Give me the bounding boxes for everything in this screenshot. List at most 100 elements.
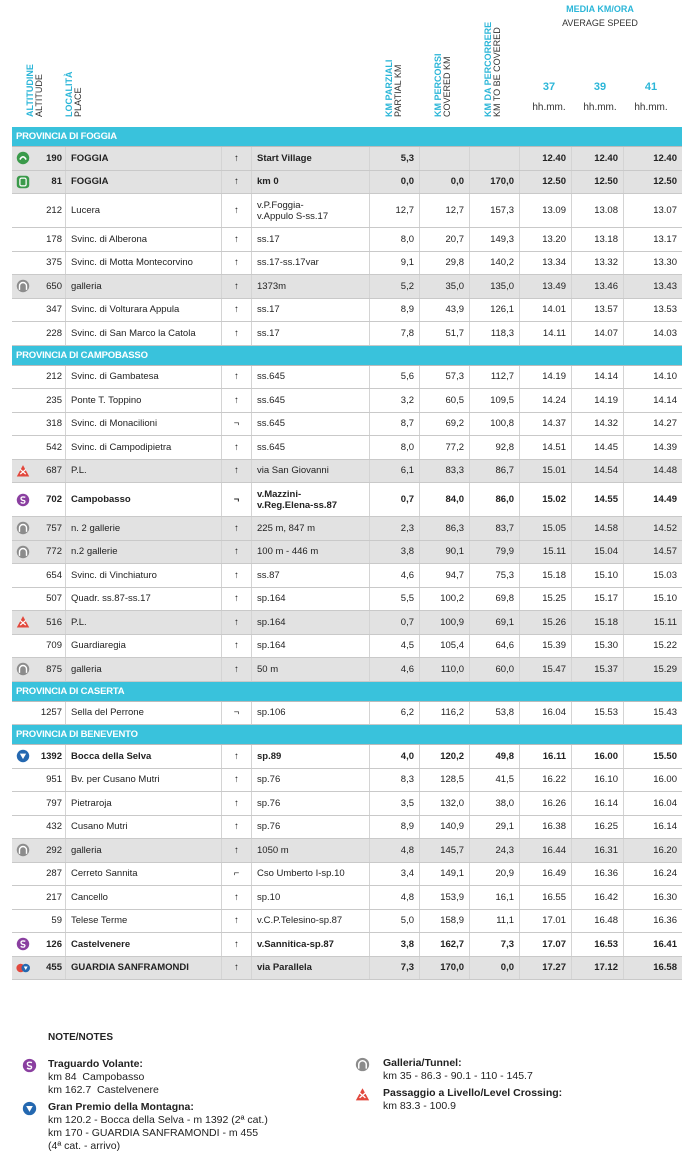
- km-value: 5,6: [370, 365, 420, 388]
- time: 12.40: [572, 147, 624, 170]
- time: 14.57: [653, 546, 677, 558]
- column-title: ALTITUDINE: [25, 64, 35, 117]
- cell: [12, 413, 34, 436]
- km-value: 2,3: [370, 517, 420, 540]
- icon: [16, 280, 30, 293]
- time: 16.53: [572, 933, 624, 956]
- km-value: 162,7: [420, 933, 470, 956]
- km-value: 16,1: [470, 886, 520, 909]
- km-value: 35,0: [420, 275, 470, 298]
- altitude: 212: [34, 194, 66, 227]
- km-value: 92,8: [470, 436, 520, 459]
- time: 14.07: [572, 322, 624, 345]
- cell: [12, 147, 34, 170]
- place: GUARDIA SANFRAMONDI: [66, 956, 222, 979]
- column-subtitle: COVERED KM: [442, 56, 452, 117]
- place: Lucera: [66, 194, 222, 227]
- altitude: 178: [34, 228, 66, 251]
- road: via Parallela: [252, 956, 370, 979]
- place: Telese Terme: [66, 909, 222, 932]
- km-value: 12,7: [370, 194, 420, 227]
- table-row: 178 Svinc. di Alberona ↑ ss.17 8,0 20,7 149,3 1…: [12, 228, 682, 252]
- altitude: 951: [34, 768, 66, 791]
- time: 14.11: [520, 322, 572, 345]
- km-value: 5,0: [370, 909, 420, 932]
- road: 1050 m: [252, 839, 370, 862]
- km-value: 29,8: [420, 251, 470, 274]
- altitude: 757: [34, 517, 66, 540]
- table-row: 318 Svinc. di Monacilioni ¬ ss.645 8,7 69,2 10…: [12, 412, 682, 436]
- time: 13.32: [572, 251, 624, 274]
- time: 15.37: [572, 658, 624, 681]
- place: FOGGIA: [66, 170, 222, 193]
- direction: ↑: [222, 745, 252, 768]
- km-value: 5,2: [370, 275, 420, 298]
- time: 13.43: [653, 280, 677, 292]
- km-value: 8,7: [370, 412, 420, 435]
- km-value: 69,2: [420, 412, 470, 435]
- place: Cancello: [66, 886, 222, 909]
- road: ss.17: [252, 322, 370, 345]
- icon-shape: [26, 1106, 33, 1112]
- km-value: 11,1: [470, 909, 520, 932]
- speed-value: 39: [594, 81, 606, 93]
- altitude: 542: [34, 436, 66, 459]
- km-value: 49,8: [470, 745, 520, 768]
- altitude: 455: [34, 956, 66, 979]
- place: P.L.: [66, 611, 222, 634]
- icon: [22, 1058, 37, 1073]
- section-title: PROVINCIA DI CASERTA: [12, 681, 682, 702]
- road: 100 m - 446 m: [252, 540, 370, 563]
- road: sp.164: [252, 634, 370, 657]
- cell: [12, 483, 34, 516]
- altitude: 59: [34, 909, 66, 932]
- road: Start Village: [252, 147, 370, 170]
- cell: [12, 194, 34, 227]
- road: sp.164: [252, 611, 370, 634]
- km-value: 170,0: [470, 170, 520, 193]
- time: 15.02: [520, 483, 572, 516]
- time: 16.00: [572, 745, 624, 768]
- time: 15.39: [520, 634, 572, 657]
- time: 14.01: [520, 298, 572, 321]
- km-value: 128,5: [420, 768, 470, 791]
- time: 13.20: [520, 228, 572, 251]
- km-value: 43,9: [420, 298, 470, 321]
- table-row: 772 n.2 gallerie ↑ 100 m - 446 m 3,8 90,1 79,9…: [12, 540, 682, 564]
- time: 15.53: [572, 701, 624, 724]
- km-value: 0,0: [420, 170, 470, 193]
- icon: [16, 663, 30, 676]
- table: PROVINCIA DI FOGGIA 190 FOGGIA ↑ Start Villa…: [12, 127, 682, 980]
- km-value: 51,7: [420, 322, 470, 345]
- place: galleria: [66, 658, 222, 681]
- km-value: 53,8: [470, 701, 520, 724]
- road: ss.645: [252, 389, 370, 412]
- icon: [16, 963, 30, 973]
- place: Svinc. di Alberona: [66, 228, 222, 251]
- place: Guardiaregia: [66, 634, 222, 657]
- km-value: 7,3: [370, 956, 420, 979]
- cell: [12, 957, 34, 980]
- table-row: 1257 Sella del Perrone ¬ sp.106 6,2 116,2 53,8…: [12, 701, 682, 725]
- km-value: 24,3: [470, 839, 520, 862]
- time: 16.04: [653, 797, 677, 809]
- road: km 0: [252, 170, 370, 193]
- note-icon: [22, 1101, 37, 1121]
- road: sp.76: [252, 792, 370, 815]
- altitude: 507: [34, 587, 66, 610]
- time: 13.34: [520, 251, 572, 274]
- table-row: 228 Svinc. di San Marco la Catola ↑ ss.17 7,…: [12, 322, 682, 346]
- cell: [12, 366, 34, 389]
- direction: ↑: [222, 815, 252, 838]
- km-value: 118,3: [470, 322, 520, 345]
- column-subtitle: ALTITUDE: [34, 74, 44, 117]
- direction: ↑: [222, 768, 252, 791]
- icon-shape: [18, 282, 28, 291]
- direction: ↑: [222, 658, 252, 681]
- column-title: LOCALITÀ: [64, 71, 74, 117]
- speed-unit: hh.mm.: [532, 102, 565, 113]
- time: 14.14: [572, 365, 624, 388]
- time: 15.47: [520, 658, 572, 681]
- km-value: 6,2: [370, 701, 420, 724]
- icon: [16, 545, 30, 558]
